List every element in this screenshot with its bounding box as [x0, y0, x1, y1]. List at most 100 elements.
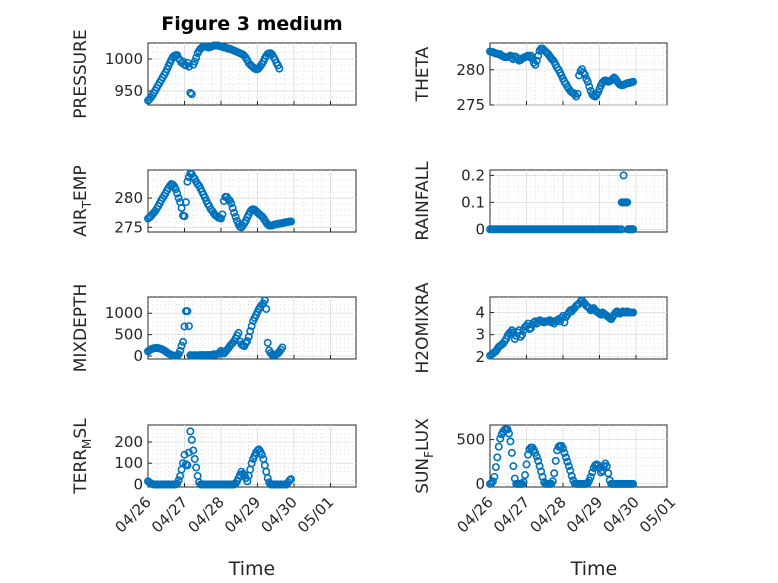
data-point	[522, 460, 531, 469]
data-point	[532, 452, 541, 461]
y-axis-label: MIXDEPTH	[71, 284, 91, 373]
figure-title: Figure 3 medium	[161, 13, 342, 35]
data-point	[184, 322, 193, 331]
y-axis-label: RAINFALL	[413, 161, 433, 241]
y-tick-label: 275	[456, 96, 485, 114]
y-tick-label: 275	[114, 218, 143, 236]
data-point	[563, 457, 572, 466]
data-point	[181, 198, 190, 207]
data-point	[187, 90, 196, 99]
data-point	[186, 427, 195, 436]
x-tick-label: 04/30	[258, 493, 301, 536]
y-tick-label: 280	[456, 61, 485, 79]
data-point	[596, 468, 605, 477]
data-point	[561, 453, 570, 462]
data-point	[173, 189, 182, 198]
data-point	[521, 471, 530, 480]
data-point	[629, 308, 638, 317]
data-point	[602, 462, 611, 471]
data-point	[218, 348, 227, 357]
data-point	[180, 322, 189, 331]
data-point	[509, 462, 518, 471]
data-markers	[144, 41, 284, 105]
data-point	[217, 214, 226, 223]
data-point	[507, 448, 516, 457]
data-point	[171, 185, 180, 194]
data-point	[189, 446, 198, 455]
x-tick-label: 04/28	[185, 493, 228, 536]
data-point	[551, 456, 560, 465]
y-axis-label: PRESSURE	[71, 29, 91, 118]
data-point	[278, 343, 287, 352]
data-point	[263, 338, 272, 347]
data-point	[629, 479, 638, 488]
y-axis-label: H2OMIXRA	[413, 282, 433, 373]
data-point	[260, 296, 269, 305]
data-markers	[144, 296, 287, 360]
data-point	[488, 477, 497, 486]
data-point	[494, 442, 503, 451]
y-tick-label: 500	[456, 431, 485, 449]
y-tick-label: 0.2	[461, 166, 485, 184]
x-tick-label: 04/26	[112, 493, 155, 536]
axes-frame	[147, 42, 357, 106]
x-tick-label: 04/29	[563, 493, 606, 536]
data-point	[604, 469, 613, 478]
data-point	[588, 468, 597, 477]
data-point	[548, 477, 557, 486]
data-point	[493, 453, 502, 462]
data-point	[583, 77, 592, 86]
subplot-4: 0 0.1 0.2 RAINFALL	[413, 161, 668, 241]
data-point	[586, 472, 595, 481]
data-point	[243, 337, 252, 346]
y-tick-label: 950	[114, 82, 143, 100]
axes-frame	[489, 424, 668, 488]
data-point	[534, 51, 543, 60]
y-tick-label: 0	[133, 475, 143, 493]
y-tick-label: 4	[475, 304, 485, 322]
data-point	[234, 328, 243, 337]
y-tick-label: 280	[114, 189, 143, 207]
y-tick-label: 0.1	[461, 193, 485, 211]
x-axis-label-left: Time	[228, 558, 276, 580]
subplot-3: 275 280 AIRTEMP	[71, 165, 357, 237]
data-point	[186, 88, 195, 97]
data-markers	[485, 171, 638, 234]
y-tick-label: 2	[475, 348, 485, 366]
y-tick-label: 0	[475, 475, 485, 493]
x-tick-label: 05/01	[636, 493, 679, 536]
x-tick-label: 05/01	[294, 493, 337, 536]
data-point	[560, 448, 569, 457]
y-tick-label: 0	[475, 220, 485, 238]
x-tick-label: 04/27	[490, 493, 533, 536]
data-point	[491, 463, 500, 472]
data-point	[623, 198, 632, 207]
y-axis-label: TERRMSL	[71, 418, 94, 495]
data-point	[183, 461, 192, 470]
data-point	[585, 82, 594, 91]
y-tick-label: 500	[114, 326, 143, 344]
data-point	[263, 474, 272, 483]
data-point	[629, 77, 638, 86]
data-point	[580, 70, 589, 79]
data-point	[496, 434, 505, 443]
x-tick-label: 04/26	[454, 493, 497, 536]
data-point	[190, 454, 199, 463]
y-tick-label: 3	[475, 326, 485, 344]
data-point	[504, 429, 513, 438]
y-tick-label: 0	[133, 347, 143, 365]
data-point	[519, 478, 528, 487]
y-tick-label: 200	[114, 433, 143, 451]
data-point	[573, 89, 582, 98]
data-point	[177, 341, 186, 350]
x-tick-label: 04/30	[600, 493, 643, 536]
data-point	[532, 56, 541, 65]
subplot-1: 950 1000 PRESSURE	[71, 29, 357, 119]
data-point	[518, 330, 527, 339]
y-tick-label: 1000	[105, 50, 143, 68]
data-point	[518, 479, 527, 488]
data-point	[179, 337, 188, 346]
data-point	[184, 448, 193, 457]
